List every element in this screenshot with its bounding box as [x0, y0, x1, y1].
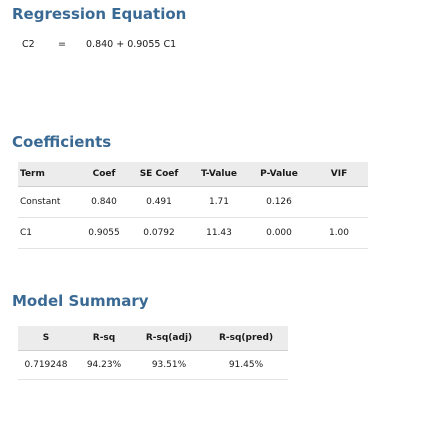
- cell-t-value: 11.43: [206, 228, 232, 238]
- table-row: Constant 0.840 0.491 1.71 0.126: [18, 187, 368, 218]
- col-header-vif: VIF: [310, 162, 368, 187]
- cell-p-value: 0.000: [266, 228, 292, 238]
- model-summary-table: S R-sq R-sq(adj) R-sq(pred) 0.719248 94.…: [18, 326, 288, 380]
- model-summary-header-row: S R-sq R-sq(adj) R-sq(pred): [18, 326, 288, 351]
- col-header-s: S: [18, 326, 74, 351]
- cell-coef: 0.9055: [88, 228, 120, 238]
- col-header-term: Term: [18, 162, 80, 187]
- cell-p-value: 0.126: [266, 197, 292, 207]
- coefficients-header-row: Term Coef SE Coef T-Value P-Value VIF: [18, 162, 368, 187]
- cell-term: Constant: [20, 197, 61, 207]
- col-header-t-value: T-Value: [190, 162, 248, 187]
- cell-se-coef: 0.0792: [143, 228, 175, 238]
- cell-se-coef: 0.491: [146, 197, 172, 207]
- equation-response: C2: [22, 39, 35, 50]
- cell-vif: [310, 187, 368, 218]
- coefficients-title: Coefficients: [12, 133, 112, 151]
- cell-term: C1: [20, 228, 33, 238]
- equation-expression: 0.840 + 0.9055 C1: [86, 39, 177, 50]
- cell-r-sq-pred: 91.45%: [228, 360, 264, 370]
- col-header-r-sq: R-sq: [74, 326, 134, 351]
- col-header-p-value: P-Value: [248, 162, 310, 187]
- regression-equation-title: Regression Equation: [12, 5, 187, 23]
- equation-equals: =: [58, 39, 66, 50]
- col-header-coef: Coef: [80, 162, 128, 187]
- cell-coef: 0.840: [91, 197, 117, 207]
- coefficients-table: Term Coef SE Coef T-Value P-Value VIF Co…: [18, 162, 368, 249]
- cell-vif: 1.00: [328, 228, 350, 238]
- table-row: 0.719248 94.23% 93.51% 91.45%: [18, 351, 288, 380]
- cell-t-value: 1.71: [208, 197, 230, 207]
- table-row: C1 0.9055 0.0792 11.43 0.000 1.00: [18, 218, 368, 249]
- cell-r-sq-adj: 93.51%: [151, 360, 187, 370]
- cell-r-sq: 94.23%: [86, 360, 122, 370]
- cell-s: 0.719248: [24, 360, 68, 370]
- col-header-r-sq-pred: R-sq(pred): [204, 326, 288, 351]
- col-header-se-coef: SE Coef: [128, 162, 190, 187]
- col-header-r-sq-adj: R-sq(adj): [134, 326, 204, 351]
- model-summary-title: Model Summary: [12, 292, 149, 310]
